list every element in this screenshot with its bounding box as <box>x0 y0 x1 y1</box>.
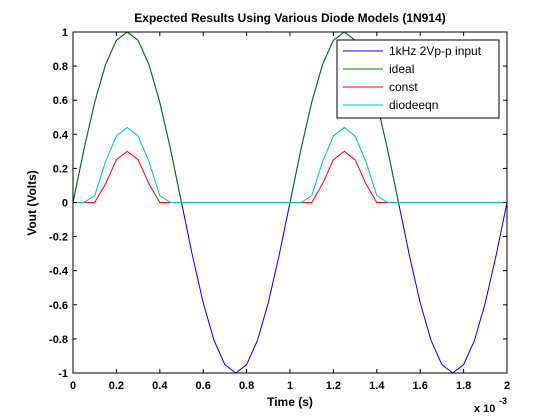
series-line-3 <box>73 126 507 203</box>
x-tick-label: 1.4 <box>369 380 385 392</box>
x-axis-label: Time (s) <box>267 395 313 409</box>
legend-entry: const <box>389 80 418 94</box>
x-tick-label: 1.2 <box>326 380 341 392</box>
legend-entry: diodeeqn <box>389 98 438 112</box>
x-tick-label: 0.8 <box>239 380 254 392</box>
x-exponent-power: -3 <box>499 396 507 406</box>
legend-entry: 1kHz 2Vp-p input <box>389 44 482 58</box>
legend-entry: ideal <box>389 62 414 76</box>
y-tick-label: -0.2 <box>49 232 68 244</box>
x-tick-label: 0.6 <box>196 380 211 392</box>
y-tick-label: -0.4 <box>49 266 69 278</box>
x-exponent-base: x 10 <box>474 403 495 415</box>
y-axis-ticks: -1 -0.8 -0.6 -0.4 -0.2 0 0.2 0.4 0.6 0.8 1 <box>49 27 507 380</box>
x-tick-label: 0 <box>70 380 76 392</box>
y-tick-label: -1 <box>58 368 68 380</box>
y-tick-label: 0 <box>62 198 68 210</box>
x-axis-ticks: 0 0.2 0.4 0.6 0.8 1 1.2 1.4 1.6 1.8 2 <box>70 32 510 392</box>
y-tick-label: -0.6 <box>49 300 68 312</box>
y-tick-label: 0.2 <box>53 163 68 175</box>
legend: 1kHz 2Vp-p input ideal const diodeeqn <box>336 39 500 119</box>
y-tick-label: 1 <box>62 27 68 39</box>
x-tick-label: 0.4 <box>152 380 168 392</box>
x-tick-label: 1.6 <box>413 380 428 392</box>
y-tick-label: -0.8 <box>49 334 68 346</box>
y-axis-label: Vout (Volts) <box>25 170 39 236</box>
x-tick-label: 1.8 <box>456 380 471 392</box>
chart-title: Expected Results Using Various Diode Mod… <box>134 11 445 25</box>
y-tick-label: 0.4 <box>53 129 69 141</box>
x-tick-label: 2 <box>504 380 510 392</box>
y-tick-label: 0.8 <box>53 61 68 73</box>
x-tick-label: 1 <box>287 380 293 392</box>
y-tick-label: 0.6 <box>53 95 68 107</box>
x-tick-label: 0.2 <box>109 380 124 392</box>
series-layer <box>72 31 508 374</box>
